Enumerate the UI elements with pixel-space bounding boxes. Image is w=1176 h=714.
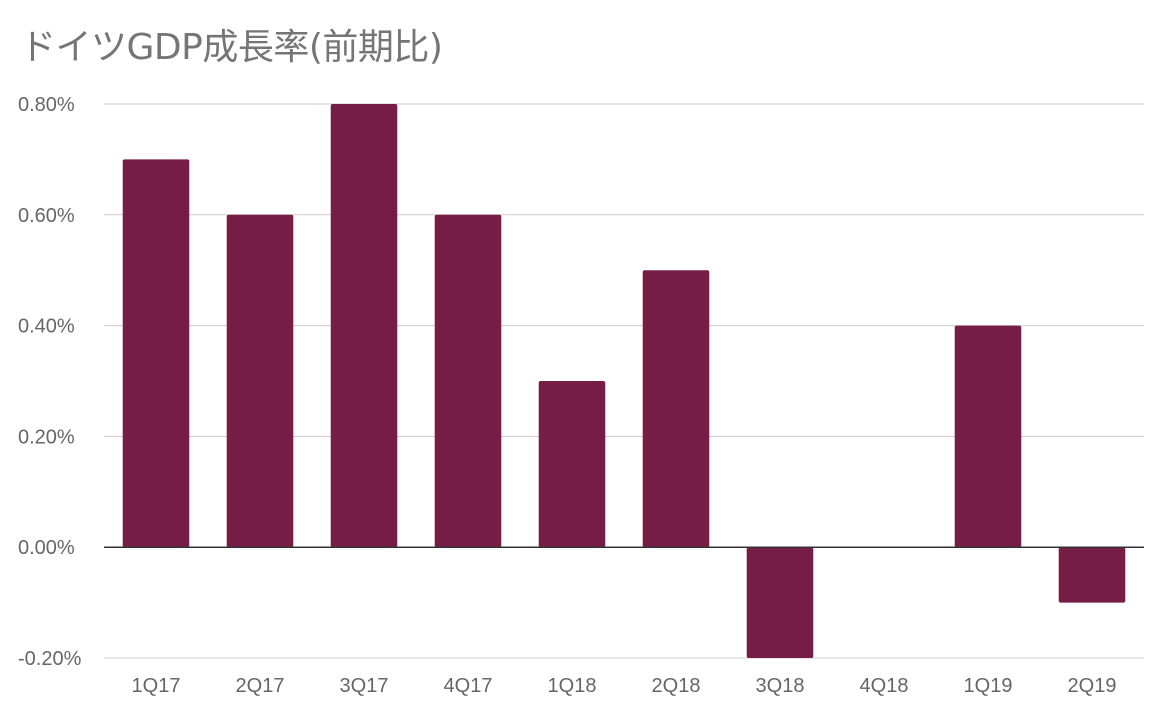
bar-2Q19 bbox=[1058, 547, 1126, 603]
y-tick-label: -0.20% bbox=[18, 648, 82, 670]
x-tick-label: 3Q17 bbox=[340, 675, 389, 697]
bar-1Q19 bbox=[954, 325, 1022, 548]
y-axis-tick-labels: -0.20% 0.00% 0.20% 0.40% 0.60% 0.80% bbox=[18, 94, 82, 670]
x-tick-label: 1Q18 bbox=[548, 675, 597, 697]
y-tick-label: 0.20% bbox=[18, 426, 75, 448]
x-tick-label: 4Q17 bbox=[444, 675, 493, 697]
bar-3Q18 bbox=[746, 547, 814, 658]
bar-1Q17 bbox=[122, 159, 190, 548]
x-tick-label: 1Q17 bbox=[132, 675, 181, 697]
bar-2Q17 bbox=[226, 214, 294, 548]
x-axis-tick-labels: 1Q17 2Q17 3Q17 4Q17 1Q18 2Q18 3Q18 4Q18 1Q19 2Q19 bbox=[132, 675, 1117, 697]
x-tick-label: 2Q17 bbox=[236, 675, 285, 697]
y-tick-label: 0.40% bbox=[18, 316, 75, 338]
y-tick-label: 0.80% bbox=[18, 94, 75, 116]
bar-3Q17 bbox=[330, 104, 398, 548]
chart-title: ドイツGDP成長率(前期比) bbox=[20, 27, 443, 68]
x-tick-label: 2Q19 bbox=[1068, 675, 1117, 697]
bar-2Q18 bbox=[642, 270, 710, 548]
x-tick-label: 4Q18 bbox=[860, 675, 909, 697]
y-tick-label: 0.00% bbox=[18, 537, 75, 559]
bar-1Q18 bbox=[538, 381, 606, 548]
x-tick-label: 1Q19 bbox=[964, 675, 1013, 697]
x-tick-label: 2Q18 bbox=[652, 675, 701, 697]
x-tick-label: 3Q18 bbox=[756, 675, 805, 697]
bars bbox=[122, 104, 1126, 658]
bar-4Q17 bbox=[434, 214, 502, 548]
y-tick-label: 0.60% bbox=[18, 205, 75, 227]
